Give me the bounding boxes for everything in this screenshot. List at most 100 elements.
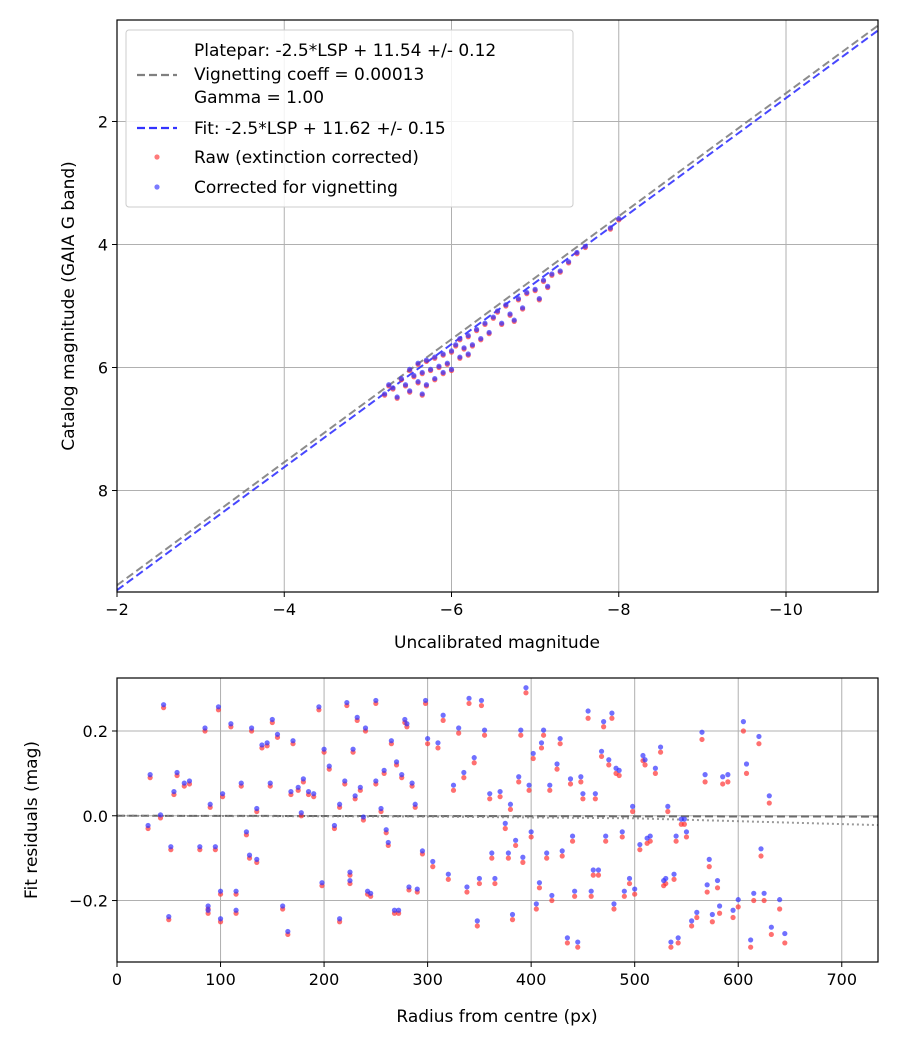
point-corrected xyxy=(274,731,281,737)
point-raw xyxy=(445,876,451,882)
point-corrected xyxy=(704,882,710,888)
point-corrected xyxy=(435,740,441,746)
point-corrected xyxy=(254,805,260,812)
point-corrected xyxy=(352,793,358,799)
point-corrected xyxy=(407,388,413,394)
point-corrected xyxy=(513,837,519,843)
point-corrected xyxy=(450,782,457,788)
y-tick-label: 6 xyxy=(98,359,108,378)
x-tick-label: 200 xyxy=(309,970,340,989)
point-raw xyxy=(502,825,508,832)
point-corrected xyxy=(412,801,418,807)
point-corrected xyxy=(507,311,513,317)
point-corrected xyxy=(489,850,495,856)
point-corrected xyxy=(478,697,485,704)
y-tick-label: 0.0 xyxy=(83,807,108,826)
point-corrected xyxy=(702,772,708,778)
point-raw xyxy=(516,779,522,785)
point-corrected xyxy=(523,685,529,691)
point-corrected xyxy=(466,695,472,701)
point-corrected xyxy=(657,744,664,750)
point-raw xyxy=(611,906,617,912)
point-raw xyxy=(526,787,532,793)
point-corrected xyxy=(415,379,421,385)
point-raw xyxy=(657,749,664,755)
bottom-y-axis-label: Fit residuals (mag) xyxy=(22,741,42,899)
point-corrected xyxy=(415,360,421,366)
point-corrected xyxy=(168,844,174,850)
point-raw xyxy=(549,897,555,904)
point-raw xyxy=(748,944,754,950)
point-corrected xyxy=(432,354,438,360)
point-corrected xyxy=(565,259,572,265)
point-corrected xyxy=(386,382,392,388)
point-corrected xyxy=(305,788,312,795)
point-corrected xyxy=(665,803,671,810)
point-corrected xyxy=(725,772,731,778)
point-corrected xyxy=(492,875,498,882)
point-corrected xyxy=(507,801,514,807)
point-corrected xyxy=(536,880,543,886)
point-corrected xyxy=(751,890,757,896)
y-tick-label: 8 xyxy=(98,482,108,501)
point-corrected xyxy=(398,375,404,382)
top-y-axis-label: Catalog magnitude (GAIA G band) xyxy=(59,161,79,451)
point-corrected xyxy=(616,767,622,773)
point-corrected xyxy=(509,911,516,918)
point-corrected xyxy=(516,774,522,780)
point-raw xyxy=(606,762,612,768)
point-raw xyxy=(761,897,767,904)
point-corrected xyxy=(205,903,211,909)
point-raw xyxy=(478,702,485,709)
point-raw xyxy=(557,741,563,747)
point-corrected xyxy=(526,782,532,788)
point-corrected xyxy=(414,886,420,892)
point-raw xyxy=(536,885,543,891)
point-corrected xyxy=(423,357,430,363)
point-corrected xyxy=(440,369,446,376)
x-tick-label: −6 xyxy=(440,600,464,619)
point-corrected xyxy=(595,867,602,873)
point-raw xyxy=(609,715,615,721)
point-raw xyxy=(637,847,643,853)
point-corrected xyxy=(350,746,356,752)
point-corrected xyxy=(528,829,534,835)
point-corrected xyxy=(280,903,286,909)
point-raw xyxy=(735,904,741,910)
point-corrected xyxy=(519,305,526,311)
point-corrected xyxy=(637,841,643,848)
point-corrected xyxy=(572,888,578,894)
point-raw xyxy=(714,885,721,891)
point-corrected xyxy=(228,721,234,727)
point-corrected xyxy=(259,742,265,748)
point-corrected xyxy=(147,772,153,778)
point-corrected xyxy=(344,699,350,706)
point-raw xyxy=(520,859,526,865)
point-raw xyxy=(716,910,723,916)
point-corrected xyxy=(220,791,226,797)
point-raw xyxy=(683,834,690,840)
point-corrected xyxy=(157,812,164,818)
point-corrected xyxy=(457,354,463,360)
point-corrected xyxy=(440,712,446,718)
point-raw xyxy=(474,923,480,929)
point-raw xyxy=(782,940,788,946)
point-corrected xyxy=(532,286,538,292)
bottom-reference-lines xyxy=(117,814,878,827)
point-corrected xyxy=(720,774,726,780)
point-corrected xyxy=(288,788,294,795)
point-corrected xyxy=(407,366,413,372)
point-corrected xyxy=(554,761,560,767)
point-raw xyxy=(487,796,493,802)
point-raw xyxy=(768,931,774,938)
point-corrected xyxy=(482,320,488,326)
point-raw xyxy=(632,891,638,897)
point-corrected xyxy=(383,827,389,833)
point-corrected xyxy=(174,769,180,776)
point-corrected xyxy=(373,697,379,704)
point-corrected xyxy=(393,759,400,765)
point-raw xyxy=(588,893,594,899)
point-raw xyxy=(743,770,750,776)
point-corrected xyxy=(311,791,317,797)
point-corrected xyxy=(557,268,563,274)
